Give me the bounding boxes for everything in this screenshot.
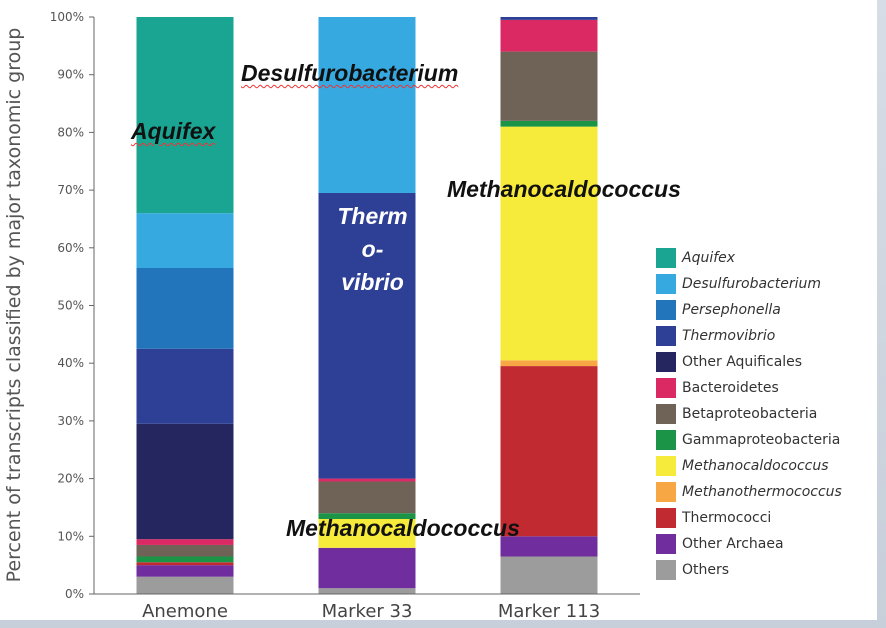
segment-others (136, 576, 234, 594)
segment-methanocaldococcus (318, 518, 416, 548)
legend-label: Desulfurobacterium (682, 276, 821, 292)
bars (136, 17, 598, 594)
segment-bacteroidetes (318, 478, 416, 482)
annotation-thermovibrio-line-1: Therm (337, 203, 408, 229)
bar-anemone (136, 17, 234, 594)
legend-item-desulfurobacterium: Desulfurobacterium (656, 274, 821, 294)
segment-betaproteobacteria (500, 51, 598, 121)
legend-label: Thermovibrio (682, 328, 776, 344)
annotation-thermovibrio-line-2: o- (361, 236, 384, 262)
segment-betaproteobacteria (136, 544, 234, 557)
legend-label: Aquifex (682, 250, 736, 266)
legend-item-bacteroidetes: Bacteroidetes (656, 378, 779, 398)
segment-thermovibrio (500, 17, 598, 20)
legend-swatch (656, 300, 676, 320)
y-tick-label: 10% (57, 529, 84, 543)
legend-swatch (656, 430, 676, 450)
legend-item-thermococci: Thermococci (656, 508, 771, 528)
legend-swatch (656, 326, 676, 346)
y-tick-label: 90% (57, 68, 84, 82)
legend-item-thermovibrio: Thermovibrio (656, 326, 775, 346)
chart-card: 0% 10% 20% 30% 40% 50% 60% 70% 80% 90% 100% Anemon… (3, 10, 842, 620)
legend-swatch (656, 456, 676, 476)
segment-thermococci (136, 562, 234, 566)
y-tick-label: 40% (57, 356, 84, 370)
legend-item-other-aquificales: Other Aquificales (656, 352, 802, 372)
y-tick-label: 0% (65, 587, 84, 601)
legend-swatch (656, 352, 676, 372)
segment-thermovibrio (136, 348, 234, 424)
legend-label: Gammaproteobacteria (682, 432, 841, 448)
annotation-methanocaldococcus-lower: Methanocaldococcus (286, 515, 520, 541)
legend-label: Other Aquificales (682, 354, 803, 370)
legend-label: Others (682, 562, 730, 578)
segment-gammaproteobacteria (318, 513, 416, 519)
annotation-aquifex: Aquifex (131, 118, 216, 144)
legend-label: Methanothermococcus (682, 484, 842, 500)
annotation-methanocaldococcus-upper: Methanocaldococcus (447, 176, 681, 202)
segment-thermovibrio (318, 192, 416, 479)
legend-item-betaproteobacteria: Betaproteobacteria (656, 404, 817, 424)
y-axis-label: Percent of transcripts classified by maj… (3, 28, 25, 583)
y-tick-label: 50% (57, 299, 84, 313)
y-tick-label: 100% (50, 10, 84, 24)
y-tick-label: 70% (57, 183, 84, 197)
segment-betaproteobacteria (318, 481, 416, 514)
legend-label: Methanocaldococcus (682, 458, 829, 474)
legend-item-methanothermococcus: Methanothermococcus (656, 482, 842, 502)
annotation-desulfurobacterium: Desulfurobacterium (241, 60, 459, 86)
legend-item-aquifex: Aquifex (656, 248, 735, 268)
legend-label: Persephonella (682, 302, 781, 318)
bar-marker-33 (318, 17, 416, 594)
segment-persephonella (136, 267, 234, 349)
legend-label: Betaproteobacteria (682, 406, 818, 422)
legend-swatch (656, 560, 676, 580)
segment-others (318, 588, 416, 594)
legend-swatch (656, 534, 676, 554)
x-axis: Anemone Marker 33 Marker 113 (94, 593, 640, 620)
segment-gammaproteobacteria (500, 120, 598, 127)
annotation-thermovibrio-line-3: vibrio (341, 269, 404, 295)
y-tick-label: 20% (57, 472, 84, 486)
segment-gammaproteobacteria (136, 556, 234, 563)
segment-other-archaea (500, 536, 598, 557)
legend-swatch (656, 378, 676, 398)
x-tick-label: Anemone (142, 601, 228, 620)
segment-desulfurobacterium (136, 213, 234, 268)
segment-bacteroidetes (500, 19, 598, 52)
legend-item-others: Others (656, 560, 729, 580)
legend-label: Bacteroidetes (682, 380, 779, 396)
legend-item-persephonella: Persephonella (656, 300, 781, 320)
legend-swatch (656, 274, 676, 294)
x-tick-label: Marker 33 (322, 601, 413, 620)
legend-swatch (656, 248, 676, 268)
legend-item-gammaproteobacteria: Gammaproteobacteria (656, 430, 840, 450)
y-tick-label: 60% (57, 241, 84, 255)
segment-other-aquificales (136, 423, 234, 540)
segment-bacteroidetes (136, 539, 234, 545)
segment-methanothermococcus (500, 360, 598, 367)
y-tick-label: 30% (57, 414, 84, 428)
stacked-bar-chart: 0% 10% 20% 30% 40% 50% 60% 70% 80% 90% 100% Anemon… (3, 10, 640, 620)
segment-other-archaea (318, 547, 416, 589)
legend-label: Other Archaea (682, 536, 784, 552)
segment-aquifex (136, 17, 234, 214)
x-tick-label: Marker 113 (498, 601, 600, 620)
y-tick-label: 80% (57, 125, 84, 139)
segment-others (500, 556, 598, 594)
legend-label: Thermococci (682, 510, 772, 526)
annotation-thermovibrio: Therm o- vibrio (325, 200, 420, 299)
legend-item-other-archaea: Other Archaea (656, 534, 784, 554)
legend-swatch (656, 482, 676, 502)
legend-item-methanocaldococcus: Methanocaldococcus (656, 456, 829, 476)
segment-methanocaldococcus (500, 126, 598, 361)
segment-other-archaea (136, 565, 234, 577)
segment-thermococci (500, 366, 598, 537)
legend-swatch (656, 404, 676, 424)
bar-marker-113 (500, 17, 598, 594)
legend-swatch (656, 508, 676, 528)
segment-desulfurobacterium (318, 17, 416, 193)
y-axis: 0% 10% 20% 30% 40% 50% 60% 70% 80% 90% 100% (50, 10, 95, 601)
